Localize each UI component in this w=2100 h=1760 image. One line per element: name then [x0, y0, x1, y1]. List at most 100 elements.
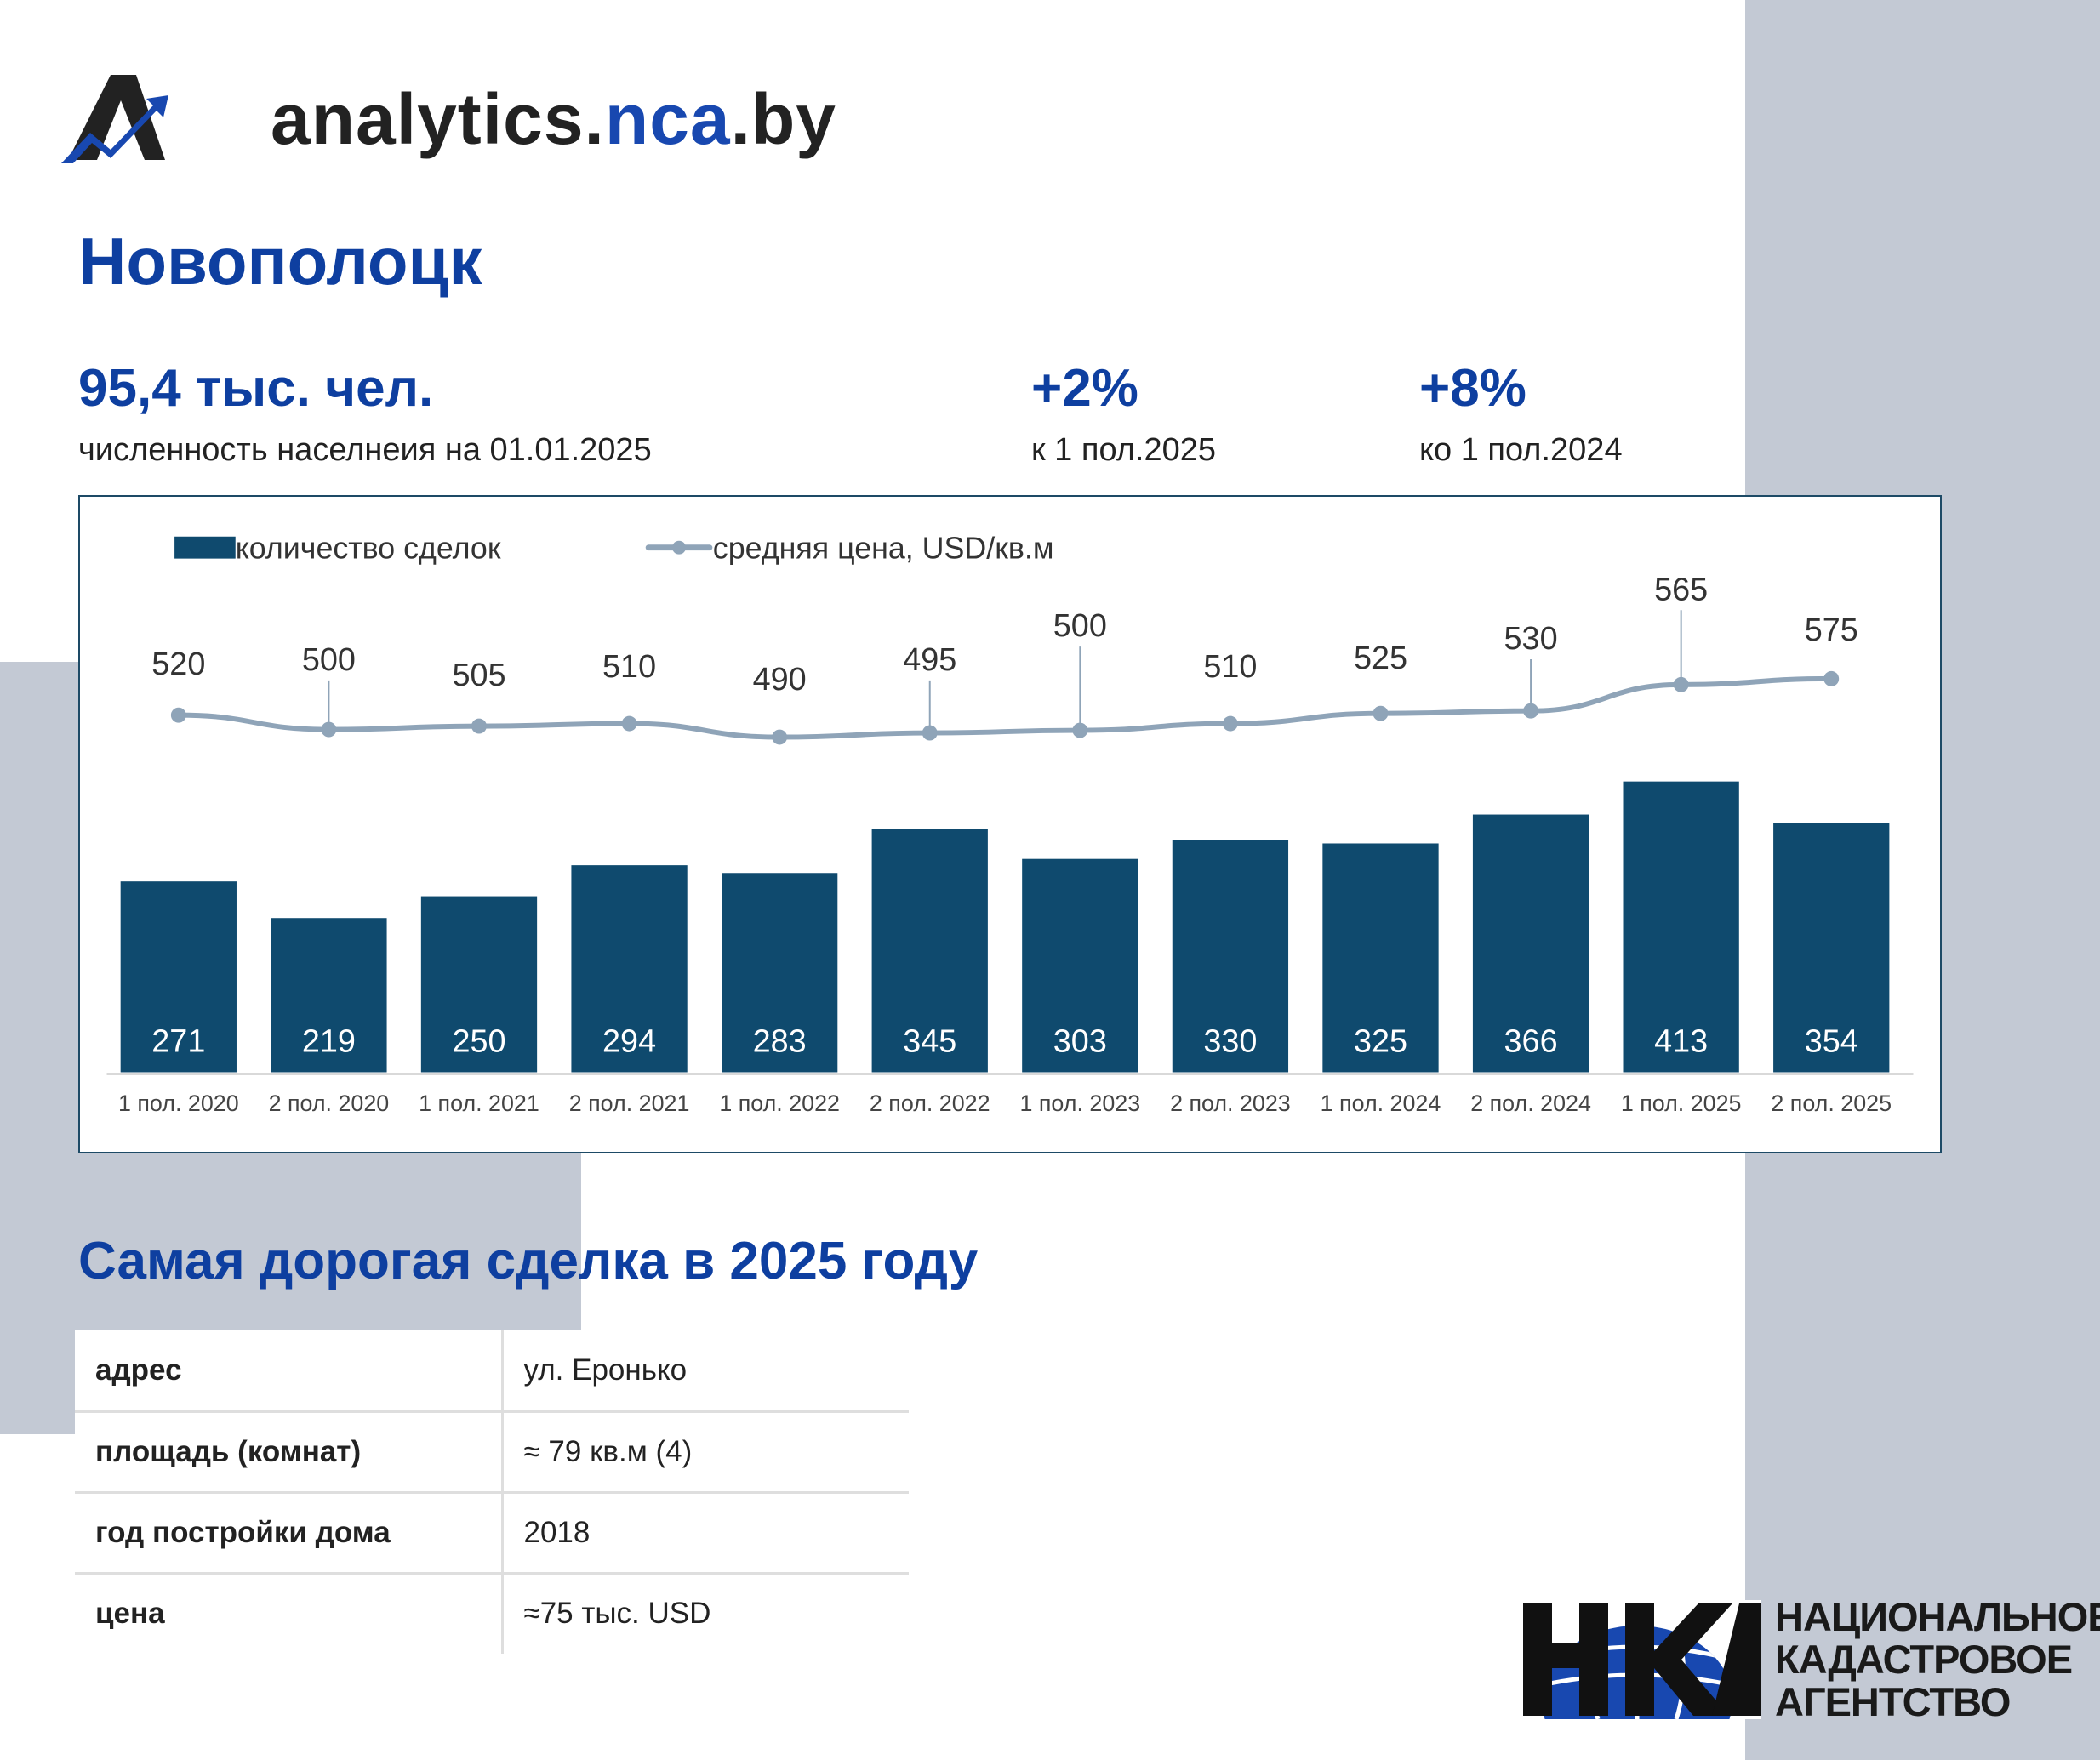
- table-row: площадь (комнат) ≈ 79 кв.м (4): [75, 1411, 909, 1494]
- stat-value: 95,4 тыс. чел.: [78, 359, 434, 418]
- price-point: [1523, 703, 1539, 719]
- x-tick-label: 2 пол. 2025: [1771, 1091, 1892, 1116]
- table-row: адрес ул. Еронько: [75, 1330, 909, 1413]
- bar-value-label: 294: [602, 1024, 656, 1060]
- x-tick-label: 1 пол. 2023: [1019, 1091, 1140, 1116]
- x-tick-label: 2 пол. 2024: [1470, 1091, 1591, 1116]
- stat-label: ко 1 пол.2024: [1419, 432, 1623, 468]
- bar: [1773, 823, 1890, 1073]
- stat-label: к 1 пол.2025: [1031, 432, 1217, 468]
- price-value-label: 510: [1203, 649, 1257, 685]
- row-key: год постройки дома: [75, 1492, 504, 1575]
- stat-change-half-year: +2% к 1 пол.2025: [1031, 359, 1217, 468]
- price-value-label: 500: [1053, 608, 1107, 644]
- nka-globe-logo-icon: [1520, 1599, 1761, 1719]
- brand-header: analytics.nca.by: [61, 68, 836, 170]
- price-value-label: 530: [1504, 621, 1558, 657]
- row-key: адрес: [75, 1330, 504, 1413]
- legend-line-marker: [672, 540, 686, 555]
- legend-bar-swatch: [174, 536, 236, 559]
- price-value-label: 510: [602, 649, 656, 685]
- bar-value-label: 413: [1654, 1024, 1708, 1060]
- x-tick-label: 1 пол. 2021: [419, 1091, 539, 1116]
- bar-value-label: 303: [1053, 1024, 1107, 1060]
- x-tick-label: 2 пол. 2020: [269, 1091, 390, 1116]
- bar: [871, 829, 988, 1073]
- section-title: Самая дорогая сделка в 2025 году: [78, 1232, 979, 1290]
- bar-value-label: 366: [1504, 1024, 1558, 1060]
- price-point: [170, 707, 186, 723]
- analytics-logo-icon: [61, 75, 168, 163]
- price-value-label: 490: [753, 662, 807, 698]
- bar-value-label: 330: [1203, 1024, 1257, 1060]
- bar: [1022, 858, 1138, 1073]
- table-row: год постройки дома 2018: [75, 1492, 909, 1575]
- x-tick-label: 2 пол. 2023: [1170, 1091, 1291, 1116]
- price-point: [1673, 676, 1689, 692]
- bar: [120, 881, 237, 1073]
- row-value: 2018: [502, 1492, 909, 1575]
- bar-value-label: 250: [452, 1024, 505, 1060]
- city-title: Новополоцк: [78, 224, 482, 299]
- price-value-label: 525: [1354, 641, 1407, 676]
- price-point: [922, 725, 938, 741]
- x-tick-label: 1 пол. 2022: [719, 1091, 840, 1116]
- price-value-label: 505: [452, 658, 505, 693]
- agency-name-line: НАЦИОНАЛЬНОЕ: [1775, 1594, 2100, 1639]
- deals-price-chart: количество сделок средняя цена, USD/кв.м 2…: [106, 532, 1914, 1116]
- price-line: [178, 675, 1832, 740]
- bar: [1623, 781, 1739, 1073]
- chart-panel: количество сделок средняя цена, USD/кв.м 2…: [78, 495, 1942, 1153]
- stat-change-year: +8% ко 1 пол.2024: [1419, 359, 1623, 468]
- bar: [420, 896, 538, 1073]
- bar-value-label: 354: [1805, 1024, 1858, 1060]
- price-point: [321, 721, 337, 738]
- stat-population: 95,4 тыс. чел. численность населнеия на …: [78, 359, 652, 468]
- price-point: [1222, 715, 1238, 732]
- table-row: цена ≈75 тыс. USD: [75, 1573, 909, 1654]
- bar-value-label: 345: [903, 1024, 956, 1060]
- deal-table: адрес ул. Еронько площадь (комнат) ≈ 79 …: [75, 1330, 909, 1654]
- x-tick-label: 2 пол. 2021: [569, 1091, 690, 1116]
- price-value-label: 575: [1805, 612, 1858, 648]
- row-key: площадь (комнат): [75, 1411, 504, 1494]
- bar: [571, 865, 688, 1073]
- x-tick-label: 1 пол. 2024: [1321, 1091, 1441, 1116]
- bar: [271, 918, 387, 1073]
- stat-label: численность населнеия на 01.01.2025: [78, 432, 652, 468]
- bar-value-label: 271: [151, 1024, 205, 1060]
- price-value-label: 495: [903, 642, 956, 678]
- bar: [1322, 843, 1439, 1073]
- price-point: [471, 718, 487, 734]
- agency-name-line: КАДАСТРОВОЕ: [1775, 1636, 2073, 1682]
- legend-bar-label: количество сделок: [236, 532, 501, 566]
- row-value: ≈75 тыс. USD: [523, 1597, 711, 1631]
- price-point: [1072, 722, 1088, 738]
- stat-value: +8%: [1419, 359, 1526, 418]
- agency-name-line: АГЕНТСТВО: [1775, 1678, 2011, 1724]
- x-tick-label: 1 пол. 2025: [1621, 1091, 1742, 1116]
- brand-name: analytics.nca.by: [271, 79, 837, 159]
- price-value-label: 500: [302, 642, 356, 678]
- bar-value-label: 325: [1354, 1024, 1407, 1060]
- price-point: [621, 715, 637, 732]
- price-point: [772, 729, 788, 745]
- agency-logo-block: НАЦИОНАЛЬНОЕ КАДАСТРОВОЕ АГЕНТСТВО: [1520, 1596, 2100, 1723]
- price-point: [1823, 670, 1840, 686]
- price-point: [1372, 705, 1389, 721]
- row-value: ≈ 79 кв.м (4): [502, 1411, 909, 1494]
- row-value: ул. Еронько: [502, 1330, 909, 1413]
- stat-value: +2%: [1031, 359, 1138, 418]
- price-value-label: 565: [1654, 572, 1708, 607]
- bar-value-label: 283: [753, 1024, 807, 1060]
- bar: [1472, 814, 1589, 1073]
- bar: [1172, 840, 1289, 1073]
- agency-name: НАЦИОНАЛЬНОЕ КАДАСТРОВОЕ АГЕНТСТВО: [1775, 1596, 2100, 1723]
- x-tick-label: 1 пол. 2020: [118, 1091, 239, 1116]
- row-key: цена: [75, 1573, 504, 1654]
- bar: [722, 873, 838, 1073]
- price-value-label: 520: [151, 646, 205, 682]
- bar-value-label: 219: [302, 1024, 356, 1060]
- legend-line-label: средняя цена, USD/кв.м: [713, 532, 1054, 566]
- x-tick-label: 2 пол. 2022: [870, 1091, 990, 1116]
